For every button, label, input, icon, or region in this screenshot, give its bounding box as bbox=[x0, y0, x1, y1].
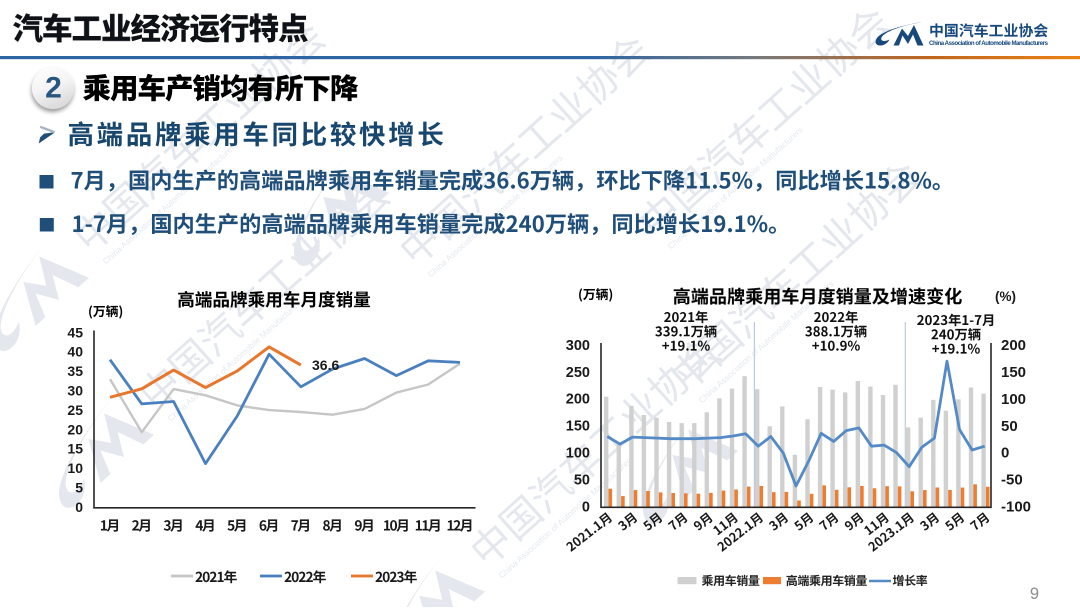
svg-text:(%): (%) bbox=[995, 289, 1016, 304]
svg-text:50: 50 bbox=[1001, 418, 1018, 435]
svg-text:0: 0 bbox=[75, 499, 83, 515]
svg-text:36.6: 36.6 bbox=[312, 357, 339, 373]
svg-text:10: 10 bbox=[67, 460, 83, 476]
svg-text:150: 150 bbox=[566, 419, 590, 435]
svg-text:15: 15 bbox=[67, 441, 83, 457]
svg-text:200: 200 bbox=[1001, 337, 1026, 354]
svg-text:30: 30 bbox=[67, 383, 83, 399]
svg-text:0: 0 bbox=[582, 499, 590, 515]
svg-text:0: 0 bbox=[1001, 445, 1009, 462]
svg-text:5: 5 bbox=[75, 479, 83, 495]
svg-text:35: 35 bbox=[67, 363, 83, 379]
svg-text:150: 150 bbox=[1001, 364, 1026, 381]
svg-text:20: 20 bbox=[67, 421, 83, 437]
svg-text:100: 100 bbox=[1001, 391, 1026, 408]
svg-text:100: 100 bbox=[566, 446, 590, 462]
svg-text:9: 9 bbox=[1030, 585, 1039, 603]
svg-text:300: 300 bbox=[566, 338, 590, 354]
svg-text:50: 50 bbox=[574, 473, 590, 489]
svg-text:China Association of Automobil: China Association of Automobile Manufact… bbox=[929, 40, 1049, 47]
svg-text:-100: -100 bbox=[1001, 499, 1031, 516]
svg-text:250: 250 bbox=[566, 365, 590, 381]
svg-text:China Association of Automobil: China Association of Automobile Manufact… bbox=[497, 454, 636, 581]
svg-text:45: 45 bbox=[67, 324, 83, 340]
svg-text:China Association of Automobil: China Association of Automobile Manufact… bbox=[101, 140, 240, 267]
svg-text:200: 200 bbox=[566, 392, 590, 408]
svg-text:-50: -50 bbox=[1001, 472, 1023, 489]
svg-text:40: 40 bbox=[67, 344, 83, 360]
svg-text:25: 25 bbox=[67, 402, 83, 418]
svg-text:2: 2 bbox=[45, 72, 62, 105]
